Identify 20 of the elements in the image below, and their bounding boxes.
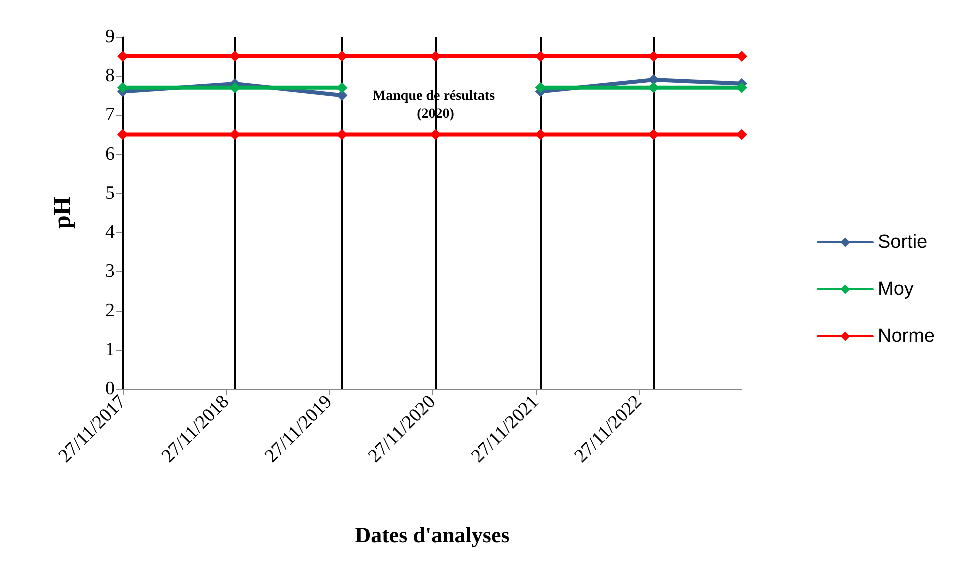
y-axis-title: pH	[50, 196, 76, 230]
point	[118, 82, 128, 94]
point	[336, 90, 348, 102]
point	[736, 129, 748, 140]
y-tick-label: 8	[106, 66, 115, 87]
y-tick-label: 4	[106, 222, 116, 244]
legend-label: Moy	[878, 279, 914, 300]
legend-label: Norme	[878, 326, 936, 347]
x-axis-title: Dates d'analyses	[355, 522, 510, 548]
y-tick-label: 3	[106, 261, 115, 282]
y-tick-label: 2	[106, 300, 115, 322]
y-tick-label: 5	[106, 182, 115, 204]
legend-label: Sortie	[878, 232, 928, 253]
y-tick-label: 6	[106, 144, 115, 165]
point	[118, 129, 128, 140]
y-tick-label: 9	[106, 26, 115, 48]
point	[736, 82, 748, 94]
y-tick-label: 7	[106, 104, 115, 126]
y-tick-label: 1	[106, 339, 115, 360]
y-tick-label: 0	[106, 378, 115, 400]
